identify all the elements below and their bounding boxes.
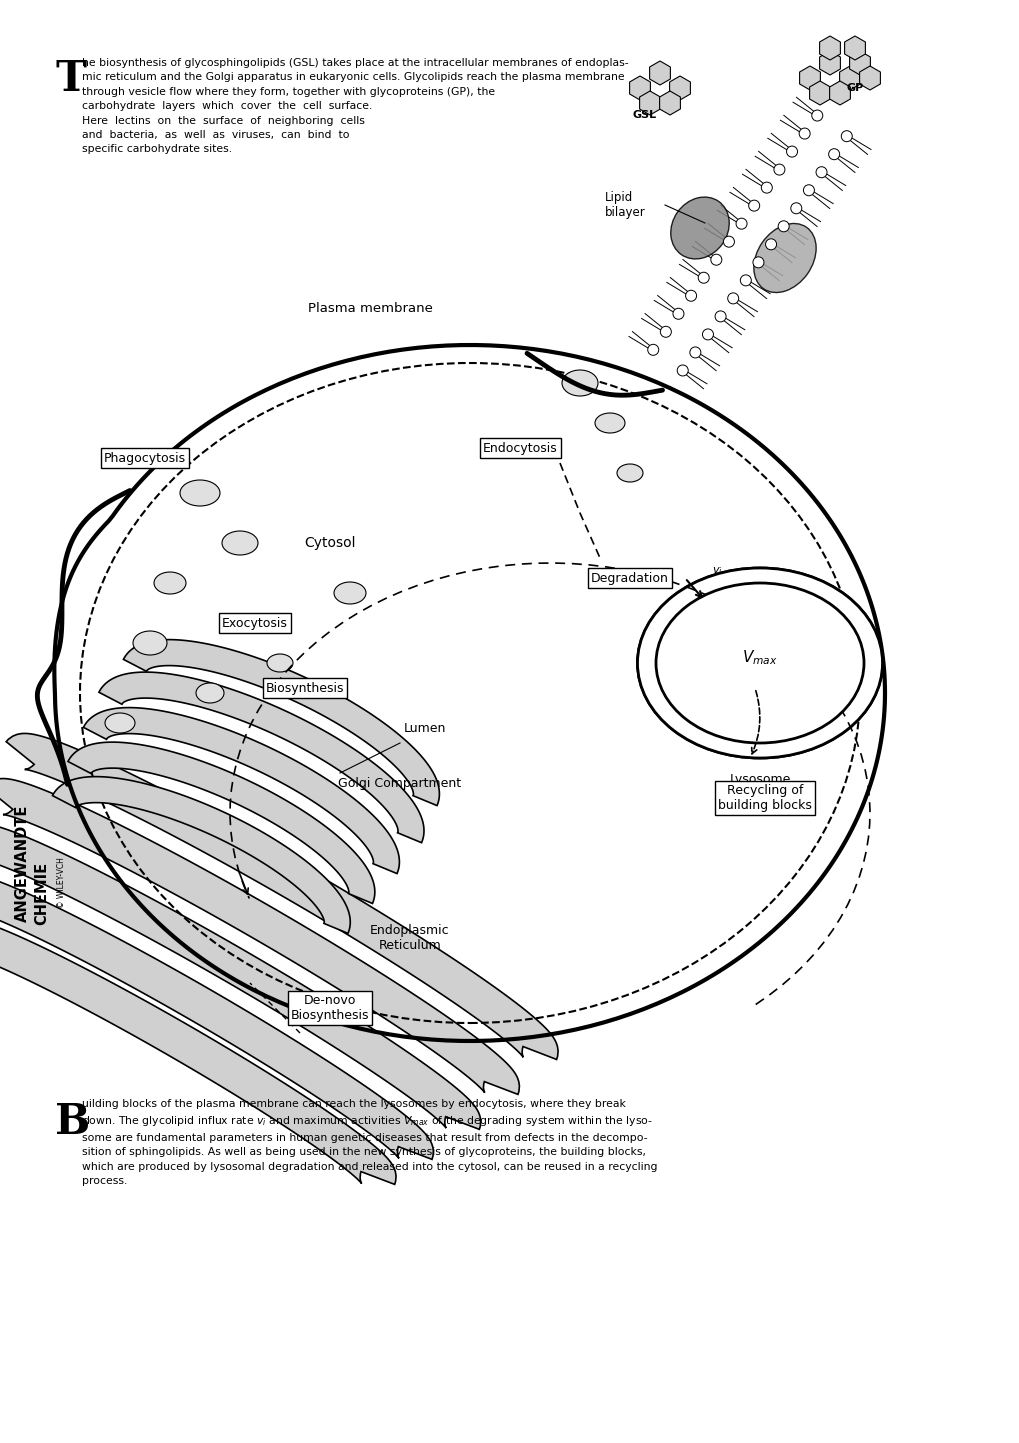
Circle shape: [698, 273, 708, 283]
Text: GSL: GSL: [633, 110, 656, 120]
Circle shape: [740, 274, 751, 286]
Polygon shape: [844, 36, 864, 61]
Circle shape: [811, 110, 822, 121]
Polygon shape: [859, 66, 879, 89]
Ellipse shape: [637, 569, 881, 758]
Text: CHEMIE: CHEMIE: [35, 861, 50, 925]
Circle shape: [786, 146, 797, 157]
Polygon shape: [828, 81, 850, 105]
Circle shape: [815, 167, 826, 177]
Text: B: B: [55, 1101, 90, 1143]
Ellipse shape: [267, 654, 292, 672]
Polygon shape: [6, 733, 557, 1059]
Polygon shape: [639, 91, 659, 115]
Text: ANGEWANDTE: ANGEWANDTE: [14, 804, 30, 922]
Circle shape: [798, 128, 809, 139]
Ellipse shape: [132, 631, 167, 655]
Text: Lumen: Lumen: [404, 722, 445, 734]
Ellipse shape: [561, 369, 597, 395]
Text: © WILEY-VCH: © WILEY-VCH: [57, 857, 66, 909]
Ellipse shape: [333, 582, 366, 605]
Polygon shape: [0, 919, 395, 1185]
Text: Cytosol: Cytosol: [304, 535, 356, 550]
Text: Degradation: Degradation: [590, 571, 668, 584]
Polygon shape: [0, 824, 480, 1130]
Ellipse shape: [179, 481, 220, 506]
Polygon shape: [849, 51, 869, 75]
Circle shape: [673, 309, 684, 319]
Polygon shape: [0, 779, 519, 1094]
Circle shape: [765, 238, 775, 250]
Circle shape: [760, 182, 771, 193]
Circle shape: [803, 185, 813, 196]
Text: Plasma membrane: Plasma membrane: [308, 302, 432, 315]
Ellipse shape: [154, 571, 185, 595]
Circle shape: [736, 218, 746, 229]
Text: Lysosome: Lysosome: [729, 773, 790, 786]
Circle shape: [748, 201, 759, 211]
Polygon shape: [84, 707, 399, 873]
Polygon shape: [809, 81, 829, 105]
Polygon shape: [668, 76, 690, 100]
Text: $v_i$: $v_i$: [711, 566, 722, 577]
Polygon shape: [629, 76, 650, 100]
Ellipse shape: [222, 531, 258, 556]
Circle shape: [710, 254, 721, 266]
Text: Phagocytosis: Phagocytosis: [104, 452, 185, 465]
Circle shape: [722, 237, 734, 247]
Circle shape: [727, 293, 738, 304]
Text: he biosynthesis of glycosphingolipids (GSL) takes place at the intracellular mem: he biosynthesis of glycosphingolipids (G…: [82, 58, 628, 154]
Text: Exocytosis: Exocytosis: [222, 616, 287, 629]
Circle shape: [714, 310, 726, 322]
Circle shape: [689, 346, 700, 358]
Text: Recycling of
building blocks: Recycling of building blocks: [717, 784, 811, 812]
Polygon shape: [649, 61, 669, 85]
Circle shape: [841, 131, 852, 141]
Polygon shape: [0, 874, 433, 1159]
Text: Endocytosis: Endocytosis: [482, 442, 556, 455]
Text: $V_{max}$: $V_{max}$: [742, 649, 777, 667]
Polygon shape: [839, 66, 860, 89]
Ellipse shape: [594, 413, 625, 433]
Circle shape: [659, 326, 671, 338]
Polygon shape: [99, 672, 424, 843]
Text: Endoplasmic
Reticulum: Endoplasmic Reticulum: [370, 924, 449, 952]
Ellipse shape: [616, 465, 642, 482]
Circle shape: [827, 149, 839, 160]
Circle shape: [647, 345, 658, 355]
Polygon shape: [819, 36, 840, 61]
Circle shape: [685, 290, 696, 302]
Text: GP: GP: [846, 84, 863, 92]
Polygon shape: [52, 776, 350, 934]
Polygon shape: [799, 66, 819, 89]
Text: uilding blocks of the plasma membrane can reach the lysosomes by endocytosis, wh: uilding blocks of the plasma membrane ca…: [82, 1100, 657, 1186]
Circle shape: [752, 257, 763, 268]
Circle shape: [773, 165, 785, 175]
Circle shape: [702, 329, 712, 341]
Text: Biosynthesis: Biosynthesis: [266, 681, 344, 694]
Polygon shape: [659, 91, 680, 115]
Circle shape: [677, 365, 688, 377]
Polygon shape: [819, 51, 840, 75]
Ellipse shape: [655, 583, 863, 743]
Circle shape: [790, 203, 801, 214]
Text: De-novo
Biosynthesis: De-novo Biosynthesis: [290, 994, 369, 1022]
Circle shape: [777, 221, 789, 232]
Text: Golgi Compartment: Golgi Compartment: [338, 776, 462, 789]
Ellipse shape: [671, 198, 729, 258]
Ellipse shape: [196, 683, 224, 703]
Ellipse shape: [637, 569, 881, 758]
Ellipse shape: [105, 713, 135, 733]
Polygon shape: [68, 742, 374, 903]
Text: T: T: [55, 58, 86, 100]
Ellipse shape: [753, 224, 815, 293]
Text: Lipid
bilayer: Lipid bilayer: [604, 190, 645, 219]
Polygon shape: [123, 639, 439, 805]
